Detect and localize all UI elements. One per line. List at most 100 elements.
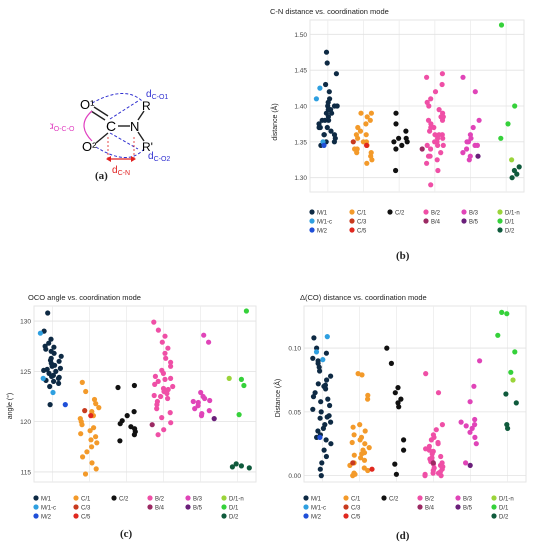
legend-label: B/2: [425, 496, 435, 502]
data-point-b-2: [426, 443, 432, 449]
data-point-b-2: [168, 375, 174, 381]
data-point-c-2: [391, 139, 397, 145]
data-point-m-1: [327, 402, 333, 409]
data-point-b-2: [435, 390, 442, 396]
data-point-b-2: [429, 451, 435, 457]
label-d-cn: dC-N: [112, 165, 130, 177]
data-point-d-1: [499, 309, 505, 315]
legend-label: D/2: [499, 514, 509, 520]
panel-a-diagram: O¹ C N O² R R' αO-C-O dC-O1 dC-O2 dC-N: [48, 75, 180, 185]
data-point-m-1: [325, 107, 331, 113]
data-point-c-1: [363, 132, 369, 138]
data-point-c-1: [362, 428, 368, 434]
data-point-b-2: [168, 420, 174, 426]
data-point-b-5: [211, 416, 217, 422]
legend-swatch: [147, 504, 153, 510]
data-point-b-2: [155, 432, 161, 438]
data-point-c-1: [359, 451, 365, 457]
data-point-c-1: [351, 452, 357, 458]
data-point-b-3: [460, 150, 466, 156]
data-point-d-2: [509, 175, 515, 181]
data-point-b-2: [428, 437, 434, 443]
legend-swatch: [73, 504, 79, 510]
data-point-b-3: [471, 383, 477, 389]
data-point-b-2: [167, 410, 173, 416]
data-point-b-2: [159, 415, 165, 421]
data-point-c-2: [388, 360, 394, 366]
data-point-b-3: [472, 422, 478, 428]
chart-c-title: OCO angle vs. coordination mode: [28, 293, 141, 302]
legend-swatch: [303, 495, 309, 501]
legend-label: B/4: [155, 505, 165, 511]
data-point-m-1: [312, 390, 318, 396]
data-point-b-3: [466, 157, 472, 163]
data-point-b-2: [159, 339, 165, 345]
data-point-m-1: [326, 117, 332, 123]
substituent-r-prime: R': [142, 140, 153, 154]
data-point-c-2: [396, 404, 402, 410]
data-point-b-2: [427, 153, 433, 159]
data-point-b-2: [151, 319, 157, 325]
data-point-d-2: [233, 461, 239, 467]
data-point-m-1-c: [317, 85, 323, 91]
data-point-c-1: [93, 466, 99, 472]
data-point-m-1: [315, 381, 321, 387]
data-point-m-1: [318, 399, 324, 405]
bond-n-r2: [137, 131, 145, 142]
data-point-m-1: [56, 358, 62, 364]
data-point-b-3: [473, 441, 479, 447]
legend-swatch: [491, 495, 497, 501]
data-point-b-2: [165, 395, 171, 402]
data-point-m-1: [318, 473, 324, 479]
data-point-m-1: [317, 368, 323, 374]
data-point-b-2: [440, 135, 446, 141]
data-point-m-1: [328, 128, 334, 134]
data-point-b-5: [475, 153, 481, 159]
data-point-m-1: [324, 60, 330, 66]
data-point-b-2: [422, 473, 428, 479]
data-point-b-2: [428, 182, 434, 188]
data-point-d-2: [505, 425, 511, 431]
data-point-d-1: [508, 369, 514, 375]
data-point-c-1: [351, 432, 357, 438]
data-point-b-3: [207, 397, 213, 404]
legend-swatch: [423, 209, 429, 215]
data-point-b-2: [160, 370, 166, 376]
chart-b: C-N distance vs. coordination mode dista…: [270, 2, 532, 270]
legend-label: C/5: [357, 228, 367, 234]
data-point-c-1: [96, 405, 102, 411]
data-point-d-1: [243, 308, 249, 314]
atom-o2: O²: [82, 139, 97, 154]
y-tick-label: 130: [20, 319, 31, 326]
y-tick-label: 0.00: [288, 473, 301, 480]
legend-label: C/2: [395, 210, 405, 216]
data-point-m-1: [331, 139, 337, 145]
legend-label: C/2: [119, 496, 129, 502]
data-point-m-1: [321, 132, 327, 138]
data-point-b-3: [202, 395, 208, 402]
data-point-c-2: [393, 146, 399, 152]
data-point-c-2: [393, 471, 399, 477]
legend-swatch: [33, 495, 39, 501]
data-point-m-1: [51, 350, 57, 356]
data-point-c-1: [354, 146, 360, 152]
data-point-m-1: [324, 414, 330, 420]
legend-label: D/2: [229, 514, 239, 520]
data-point-b-5: [467, 462, 473, 468]
data-point-c-1: [89, 460, 95, 466]
legend-label: B/4: [431, 219, 441, 225]
data-point-b-3: [192, 406, 198, 412]
legend-swatch: [309, 209, 315, 215]
data-point-c-5: [364, 142, 370, 148]
data-point-m-1: [315, 428, 321, 434]
data-point-b-3: [472, 416, 478, 423]
legend-swatch: [33, 504, 39, 510]
legend-swatch: [309, 218, 315, 224]
legend-swatch: [461, 218, 467, 224]
chart-d-ylabel: Distance (Å): [273, 379, 282, 418]
legend-swatch: [303, 504, 309, 510]
data-point-b-4: [419, 146, 425, 152]
data-point-c-1: [355, 124, 361, 131]
data-point-b-3: [464, 146, 470, 152]
data-point-c-3: [350, 460, 356, 466]
